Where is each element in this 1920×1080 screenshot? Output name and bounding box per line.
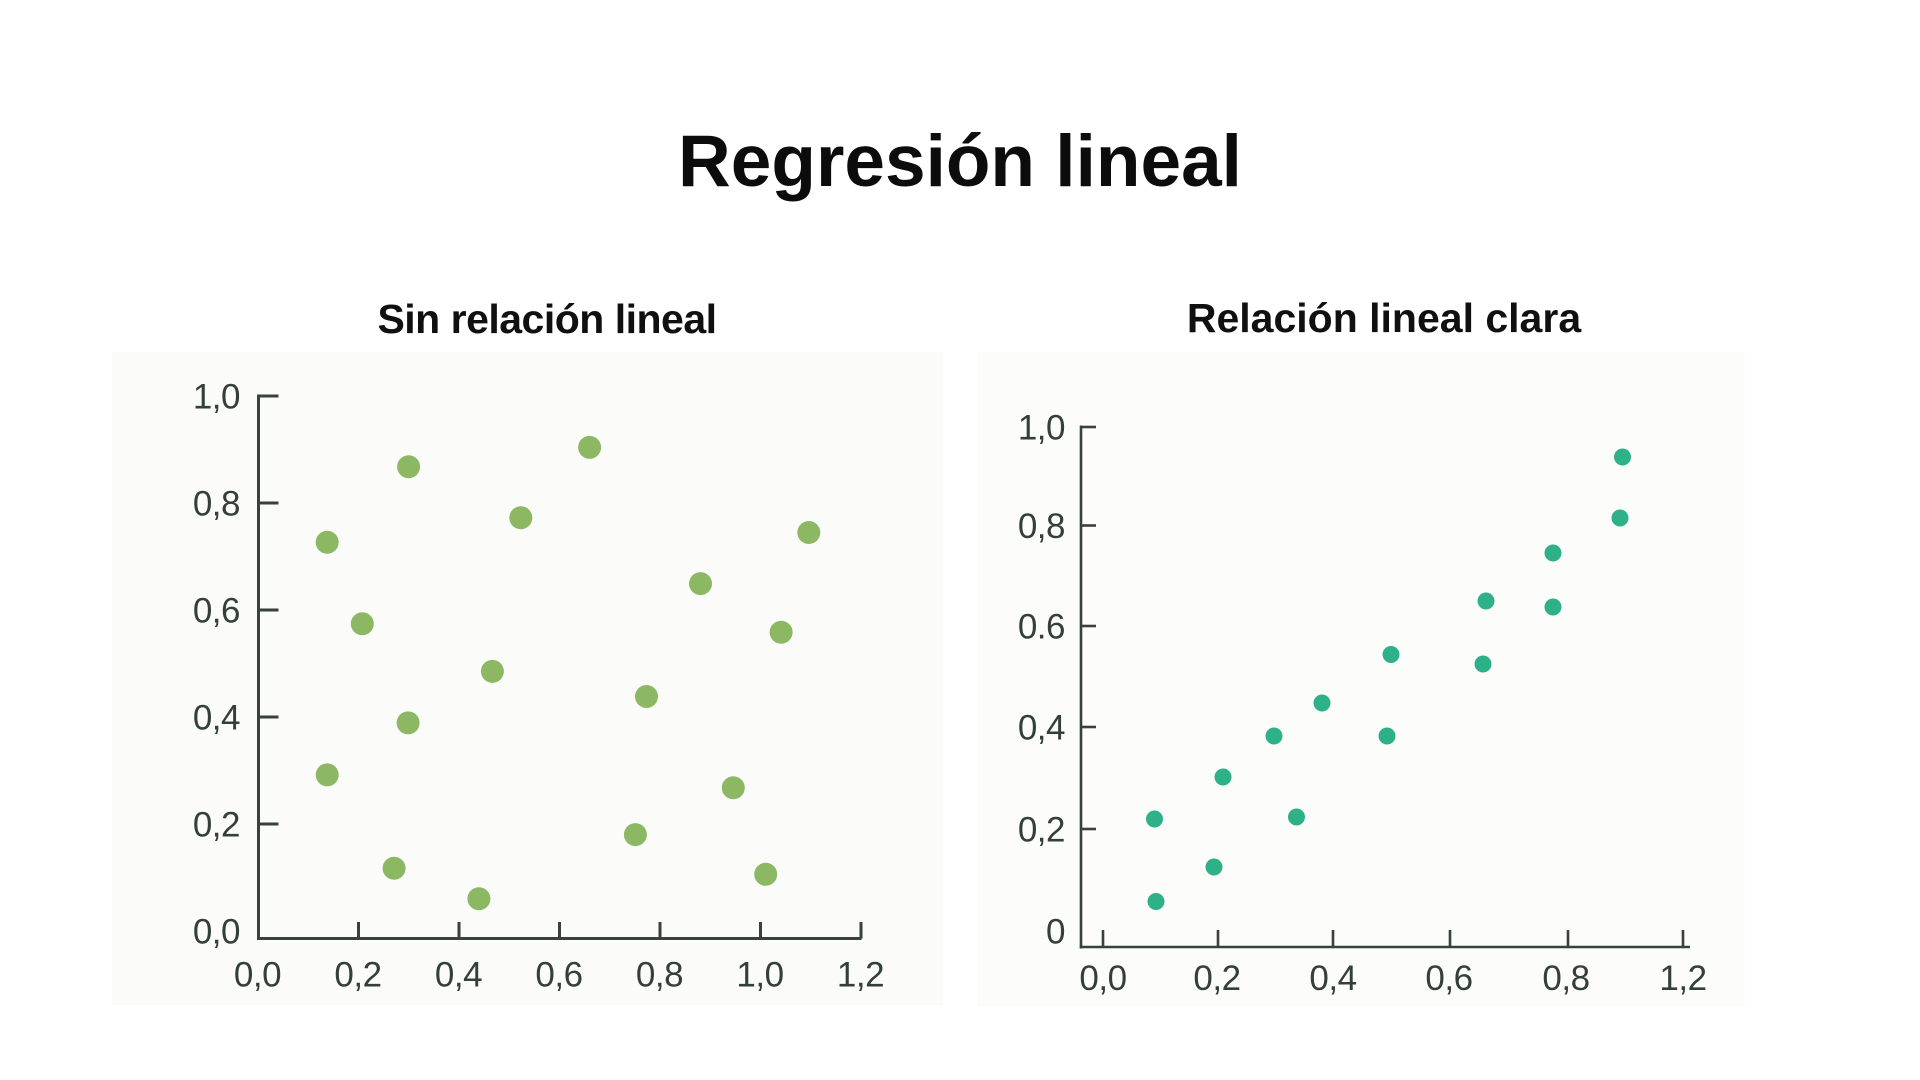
svg-text:0,8: 0,8 bbox=[636, 956, 683, 995]
svg-text:1,2: 1,2 bbox=[1659, 959, 1706, 998]
svg-text:0,2: 0,2 bbox=[334, 956, 381, 995]
svg-text:1,0: 1,0 bbox=[736, 956, 783, 995]
svg-text:0,6: 0,6 bbox=[193, 592, 240, 631]
svg-text:0,4: 0,4 bbox=[435, 956, 482, 995]
svg-text:Relación lineal clara: Relación lineal clara bbox=[1187, 295, 1582, 341]
svg-text:0,0: 0,0 bbox=[1079, 959, 1126, 998]
svg-text:Sin relación lineal: Sin relación lineal bbox=[377, 296, 716, 342]
svg-text:0,6: 0,6 bbox=[1425, 959, 1472, 998]
svg-text:0,2: 0,2 bbox=[1193, 959, 1240, 998]
svg-text:1,2: 1,2 bbox=[837, 956, 884, 995]
svg-text:0,6: 0,6 bbox=[535, 956, 582, 995]
svg-text:0,8: 0,8 bbox=[193, 485, 240, 524]
svg-text:0,4: 0,4 bbox=[1309, 959, 1356, 998]
svg-text:0.6: 0.6 bbox=[1018, 608, 1065, 647]
svg-text:0,8: 0,8 bbox=[1018, 507, 1065, 546]
svg-text:0,0: 0,0 bbox=[193, 913, 240, 952]
svg-text:1,0: 1,0 bbox=[1018, 409, 1065, 448]
svg-text:0: 0 bbox=[1046, 913, 1065, 952]
svg-text:0,4: 0,4 bbox=[193, 699, 240, 738]
svg-text:0,8: 0,8 bbox=[1542, 959, 1589, 998]
svg-text:Regresión lineal: Regresión lineal bbox=[678, 121, 1242, 202]
svg-text:0,0: 0,0 bbox=[234, 956, 281, 995]
svg-text:0,2: 0,2 bbox=[193, 806, 240, 845]
svg-text:0,4: 0,4 bbox=[1018, 709, 1065, 748]
svg-text:1,0: 1,0 bbox=[193, 378, 240, 417]
svg-text:0,2: 0,2 bbox=[1018, 811, 1065, 850]
